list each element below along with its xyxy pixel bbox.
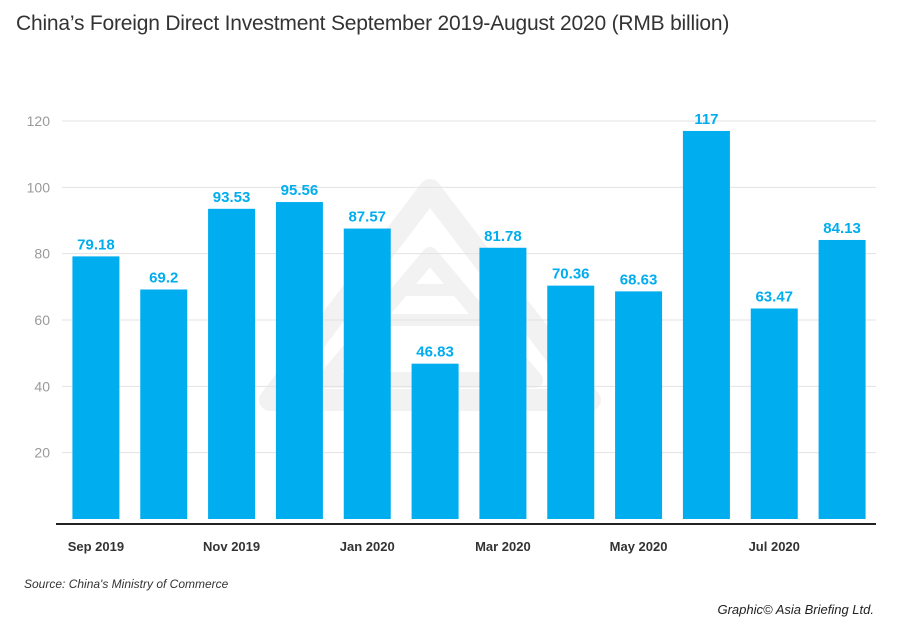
data-label: 63.47 xyxy=(755,288,793,305)
y-axis-ticks: 20 40 60 80 100 120 xyxy=(27,113,51,461)
bar xyxy=(72,256,120,519)
graphic-credit: Graphic© Asia Briefing Ltd. xyxy=(717,602,874,617)
bar xyxy=(343,228,391,519)
bar xyxy=(275,202,323,519)
y-tick-label: 40 xyxy=(34,378,50,394)
bar xyxy=(547,285,595,519)
y-tick-label: 60 xyxy=(34,312,50,328)
x-tick-label: Sep 2019 xyxy=(68,539,124,554)
bar xyxy=(411,363,459,519)
x-tick-label: Jul 2020 xyxy=(749,539,800,554)
bar xyxy=(682,130,730,519)
data-label: 46.83 xyxy=(416,344,454,361)
x-tick-label: May 2020 xyxy=(610,539,668,554)
x-axis: Sep 2019 Nov 2019 Jan 2020 Mar 2020 May 2020… xyxy=(56,523,876,554)
source-note: Source: China's Ministry of Commerce xyxy=(24,577,229,591)
data-label: 117 xyxy=(694,111,718,128)
bar xyxy=(208,208,256,519)
gridlines xyxy=(62,120,876,454)
y-tick-label: 20 xyxy=(34,445,50,461)
data-label: 70.36 xyxy=(552,266,590,283)
y-tick-label: 80 xyxy=(34,246,50,262)
x-tick-label: Mar 2020 xyxy=(475,539,531,554)
bar xyxy=(615,291,663,519)
data-label: 87.57 xyxy=(348,209,386,226)
data-label: 81.78 xyxy=(484,228,522,245)
y-tick-label: 120 xyxy=(27,113,51,129)
bar xyxy=(818,239,866,520)
chart-title: China’s Foreign Direct Investment Septem… xyxy=(16,12,730,35)
x-tick-label: Nov 2019 xyxy=(203,539,260,554)
bars xyxy=(72,130,866,520)
bar xyxy=(750,308,798,519)
data-labels: 79.18 69.2 93.53 95.56 87.57 46.83 81.78 70.36 6… xyxy=(77,111,861,361)
y-tick-label: 100 xyxy=(27,179,51,195)
data-label: 79.18 xyxy=(77,236,115,253)
bar xyxy=(479,247,527,519)
data-label: 69.2 xyxy=(149,269,178,286)
bar xyxy=(140,289,188,519)
x-tick-label: Jan 2020 xyxy=(340,539,395,554)
data-label: 68.63 xyxy=(620,271,658,288)
data-label: 95.56 xyxy=(281,182,319,199)
data-label: 93.53 xyxy=(213,189,251,206)
data-label: 84.13 xyxy=(823,220,861,237)
